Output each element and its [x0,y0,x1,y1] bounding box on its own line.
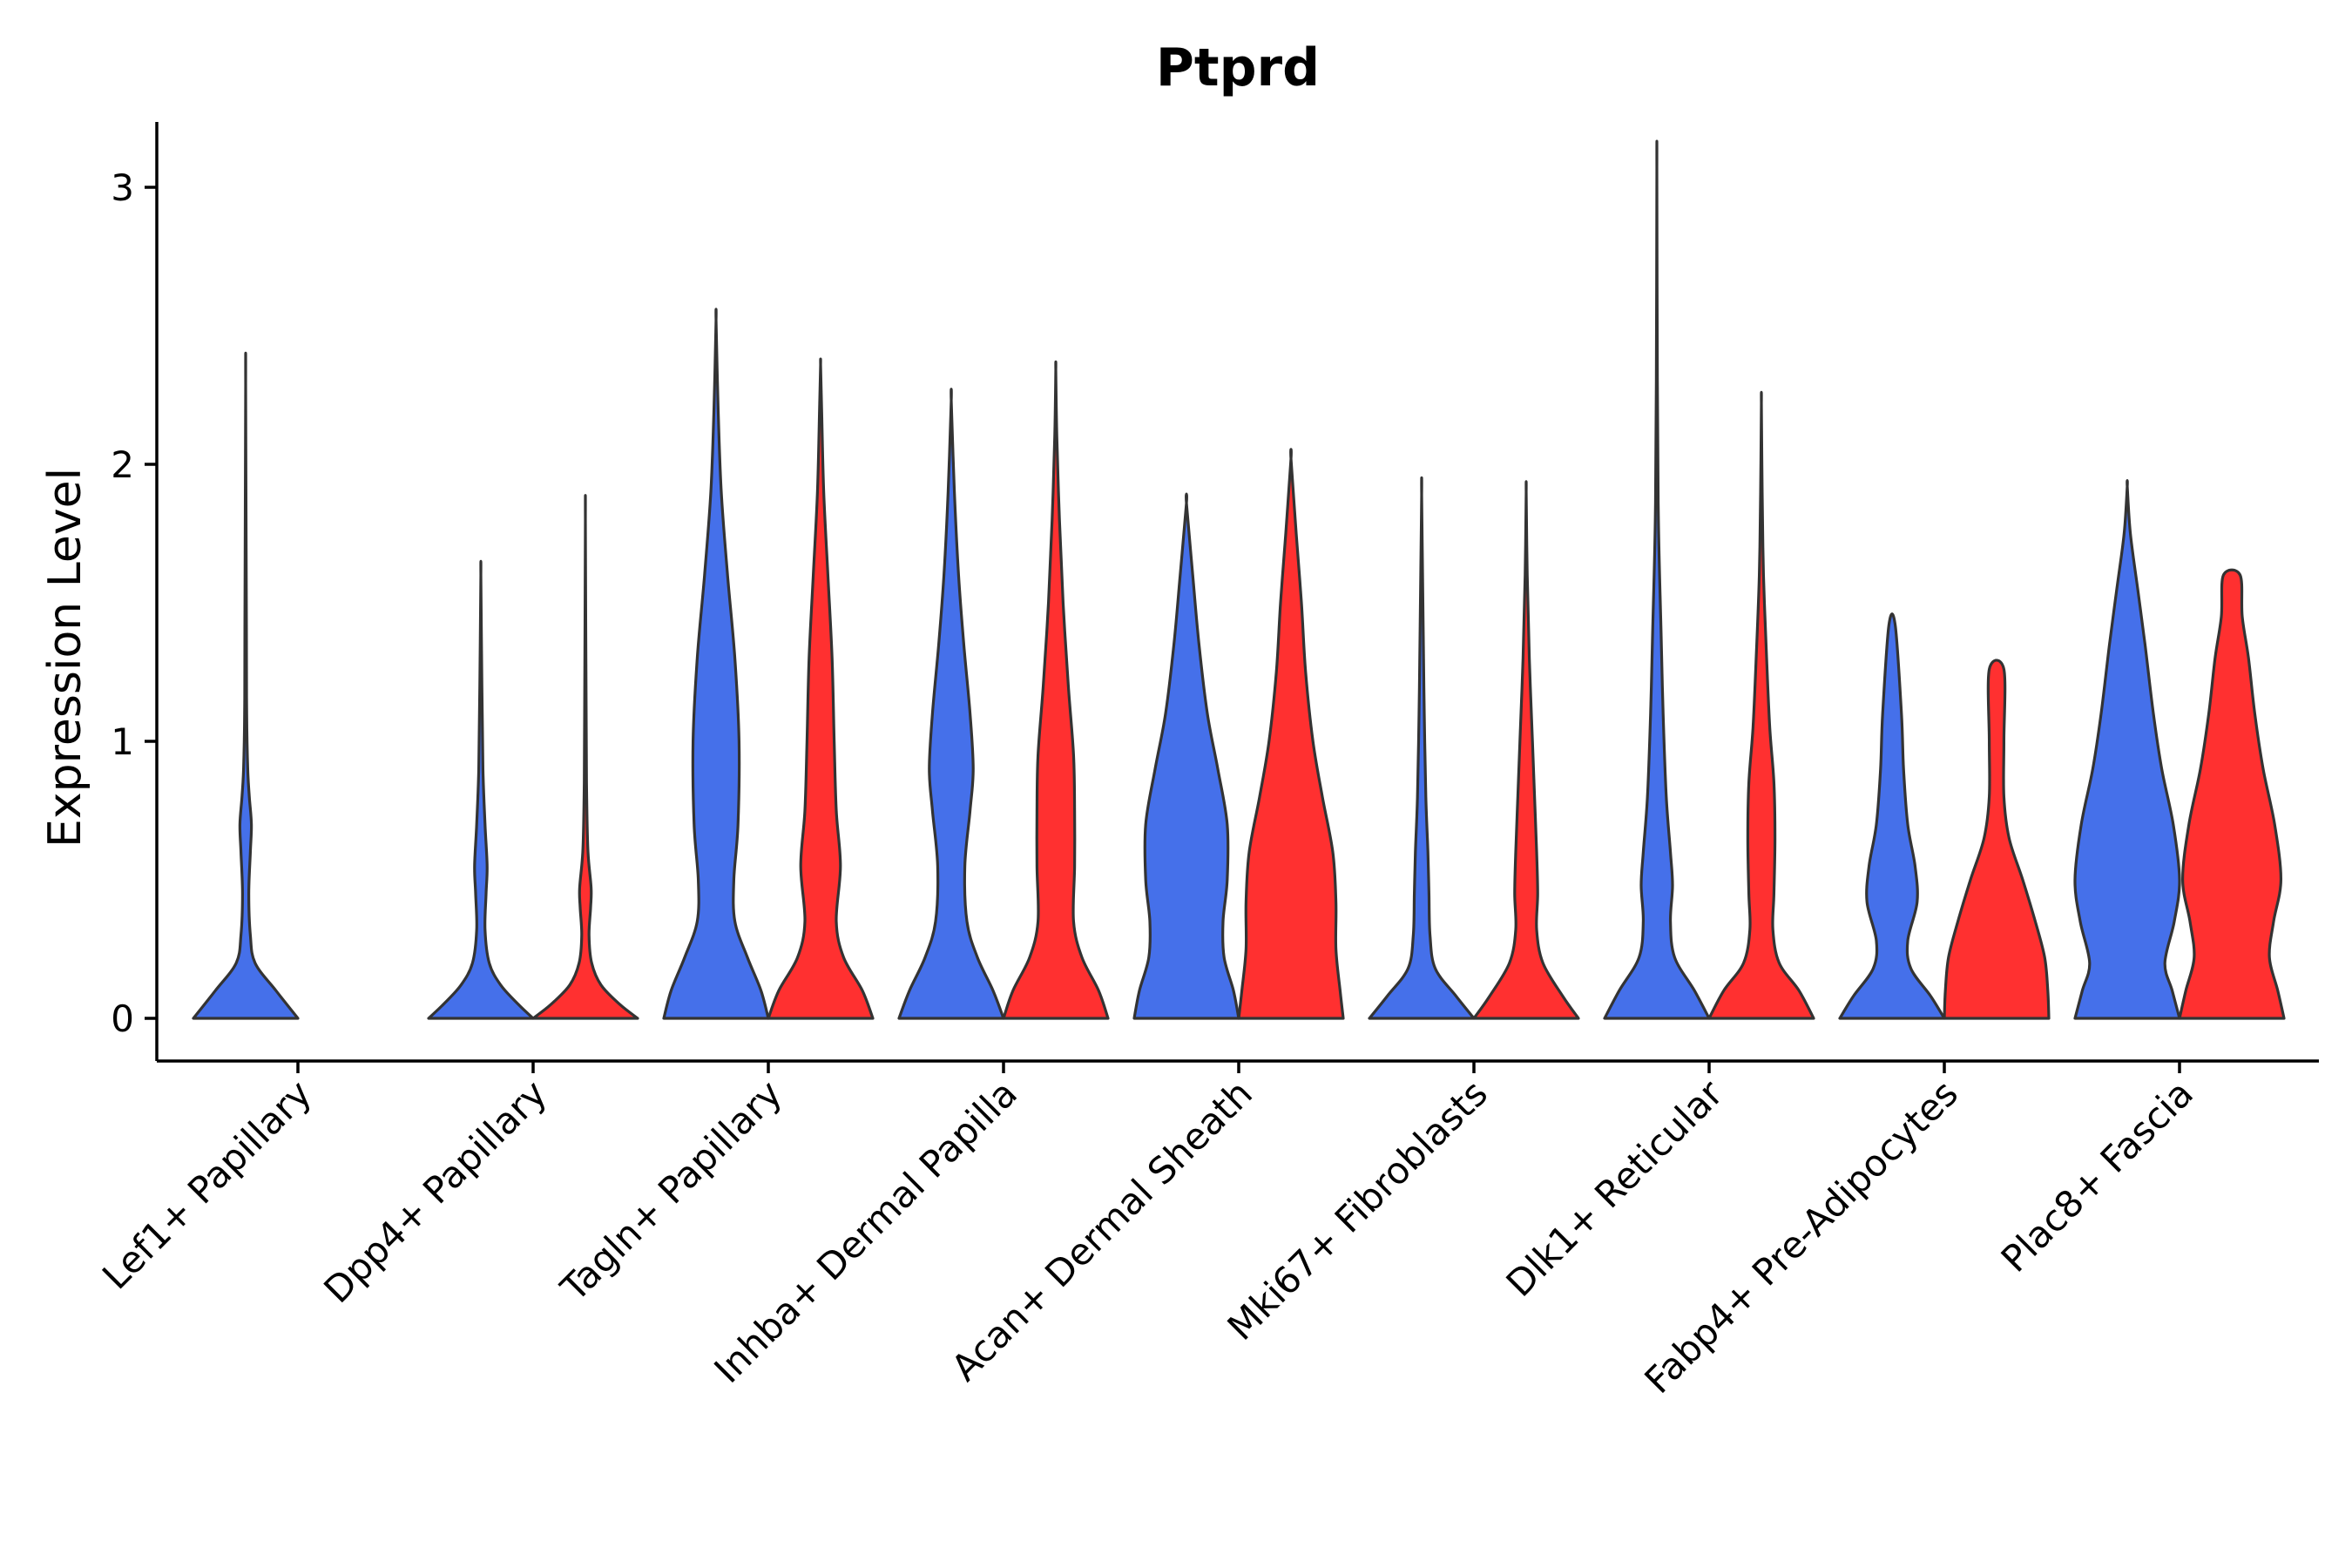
x-tick-label: Plac8+ Fascia [1993,1071,2201,1280]
violin-7-1 [1943,659,2051,1020]
violin-4-1 [1237,448,1345,1020]
x-tick-label: Lef1+ Papillary [94,1071,320,1297]
violin-8-0 [2073,479,2181,1020]
x-tick-label: Tagln+ Papillary [552,1071,790,1309]
x-tick-label: Dpp4+ Papillary [315,1071,555,1311]
y-tick-label: 1 [111,720,134,763]
violin-2-1 [767,357,875,1020]
violin-4-0 [1132,492,1240,1020]
x-tick-label: Mki67+ Fibroblasts [1220,1071,1496,1348]
violin-6-0 [1603,139,1711,1020]
y-tick-label: 2 [111,443,134,486]
x-tick-label: Dlk1+ Reticular [1498,1071,1732,1305]
y-tick-label: 3 [111,166,134,209]
violin-6-1 [1707,390,1815,1020]
violin-1-0 [427,559,535,1020]
chart-title: Ptprd [1156,37,1320,98]
violin-8-1 [2178,568,2286,1020]
violin-3-0 [897,388,1005,1020]
violin-2-0 [662,308,770,1020]
violin-1-1 [531,494,639,1020]
violin-5-1 [1472,480,1580,1020]
violin-5-0 [1368,476,1476,1020]
y-tick-label: 0 [111,997,134,1040]
violin-3-1 [1002,360,1110,1020]
violin-7-0 [1838,612,1946,1020]
violin-0-0 [192,351,300,1020]
y-axis-label: Expression Level [39,468,91,848]
